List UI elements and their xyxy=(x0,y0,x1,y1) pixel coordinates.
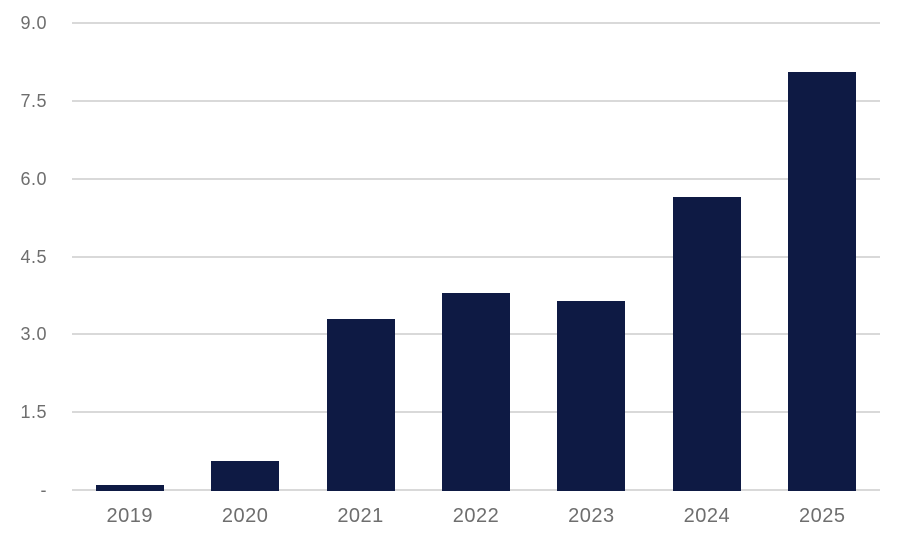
bar-2021 xyxy=(326,318,395,491)
y-axis-tick-label: - xyxy=(40,480,47,500)
gridline xyxy=(72,99,880,102)
x-axis-tick-label: 2022 xyxy=(452,505,500,527)
y-axis-tick-label: 7.5 xyxy=(20,90,47,111)
gridline xyxy=(72,255,880,258)
x-axis-tick-label: 2019 xyxy=(106,505,153,527)
x-axis-tick-label: 2023 xyxy=(568,505,615,527)
bar-2024 xyxy=(672,196,741,491)
y-axis-tick-label: 4.5 xyxy=(20,246,47,267)
bar-2025 xyxy=(788,72,857,491)
bar-2019 xyxy=(95,484,164,491)
x-axis-tick-label: 2021 xyxy=(337,505,384,527)
y-axis-tick-label: 6.0 xyxy=(20,168,47,189)
x-axis-tick-label: 2020 xyxy=(221,505,269,527)
x-axis-tick-label: 2025 xyxy=(799,505,846,527)
gridline xyxy=(72,22,880,24)
x-axis-tick-label: 2024 xyxy=(683,505,731,527)
bar-2023 xyxy=(557,300,626,491)
y-axis-tick-label: 9.0 xyxy=(20,13,47,33)
y-axis-tick-label: 3.0 xyxy=(20,324,47,345)
bar-2022 xyxy=(442,292,510,491)
bar-2020 xyxy=(211,461,280,491)
y-axis-tick-label: 1.5 xyxy=(20,402,47,423)
gridline xyxy=(72,177,880,180)
